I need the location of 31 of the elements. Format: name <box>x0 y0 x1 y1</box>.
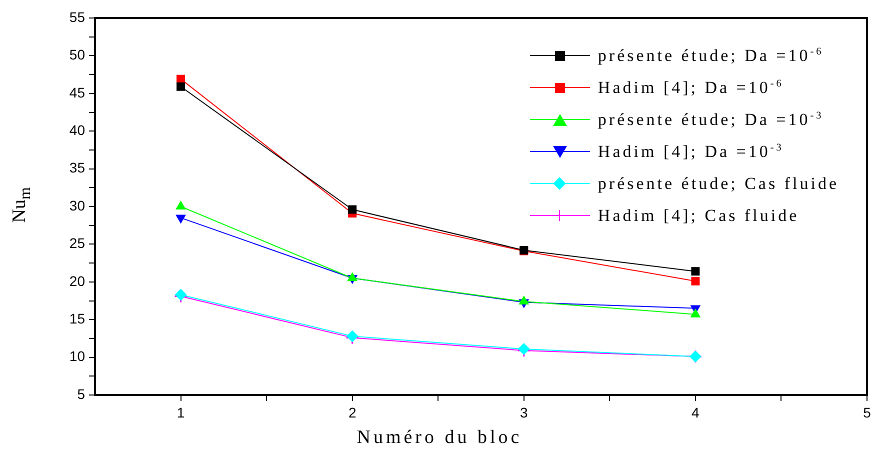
point <box>691 276 700 286</box>
x-tick-label: 2 <box>348 404 356 420</box>
y-tick-label: 10 <box>69 348 86 364</box>
point <box>176 214 186 224</box>
point <box>347 272 358 282</box>
y-tick-label: 35 <box>69 160 86 176</box>
legend-label: Hadim [4]; Da =10$^{-6}$ <box>598 78 784 98</box>
legend-label: Hadim [4]; Cas fluide <box>598 206 800 226</box>
point <box>691 267 700 276</box>
point <box>348 205 357 214</box>
x-tick-label: 4 <box>692 404 700 420</box>
x-tick-label: 3 <box>520 404 528 420</box>
y-tick-label: 30 <box>69 197 86 214</box>
point <box>176 200 186 210</box>
x-tick-label: 1 <box>176 404 185 420</box>
point <box>176 82 186 91</box>
y-tick-label: 15 <box>69 310 86 326</box>
x-axis-title: Numéro du bloc <box>356 427 524 449</box>
y-tick-label: 45 <box>69 84 86 100</box>
x-tick-label: 5 <box>863 404 872 420</box>
y-tick-label: 20 <box>69 272 86 289</box>
y-tick-label: 40 <box>69 122 86 138</box>
legend-label: présente étude; Cas fluide <box>598 174 839 194</box>
legend-label: présente étude; Da =10$^{-3}$ <box>598 110 824 130</box>
point <box>518 296 530 305</box>
y-tick-label: 55 <box>69 8 86 25</box>
y-tick-label: 5 <box>77 386 86 402</box>
legend-label: présente étude; Da =10$^{-6}$ <box>598 46 824 66</box>
legend-label: Hadim [4]; Da =10$^{-3}$ <box>598 142 784 162</box>
y-tick-label: 50 <box>69 46 86 63</box>
y-tick-label: 25 <box>69 235 86 252</box>
